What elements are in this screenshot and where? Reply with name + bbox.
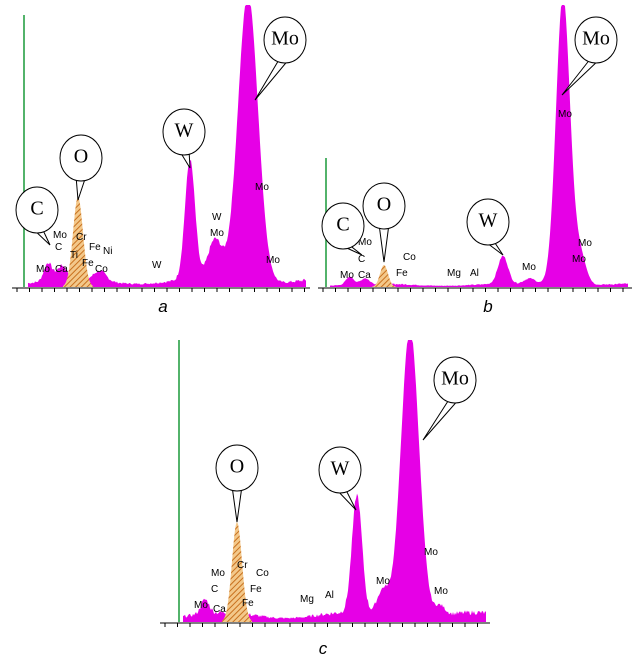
callout-label: W (479, 210, 498, 232)
peak-label: Cr (76, 232, 87, 243)
peak-label: Ti (70, 250, 78, 261)
callout-label: Mo (441, 368, 469, 390)
peak-label: Ni (103, 246, 112, 257)
peak-label: Mo (210, 228, 224, 239)
spectrum (330, 5, 628, 287)
callout-bubble (466, 198, 510, 246)
peak-label: Mo (358, 237, 372, 248)
callout-bubble (15, 186, 59, 234)
spectrum (183, 340, 486, 622)
peak-label: Mo (340, 270, 354, 281)
peak-label: W (212, 212, 222, 223)
peak-label: Mo (572, 254, 586, 265)
peak-label: Mo (194, 600, 208, 611)
callout-bubble (362, 182, 406, 230)
panel-caption: a (158, 297, 167, 316)
oxygen-peak (372, 265, 396, 287)
callout-label: O (377, 194, 391, 216)
peak-label: Mo (266, 255, 280, 266)
callout-bubble (162, 108, 206, 156)
callout-label: O (74, 146, 88, 168)
peak-label: Mo (255, 182, 269, 193)
peak-label: Mg (447, 268, 461, 279)
peak-label: Co (95, 264, 108, 275)
callout-bubble (574, 16, 618, 64)
callout-label: Mo (271, 28, 299, 50)
callout-tail (422, 397, 462, 441)
callout-label: W (331, 458, 350, 480)
peak-label: Al (470, 268, 479, 279)
peak-label: Mo (558, 109, 572, 120)
callout-label: Mo (582, 28, 610, 50)
peak-label: Ca (55, 264, 68, 275)
peak-label: Mo (434, 586, 448, 597)
panel-caption: b (483, 297, 492, 316)
peak-label: Mg (300, 594, 314, 605)
callout-label: W (175, 120, 194, 142)
peak-label: Co (256, 568, 269, 579)
peak-label: Fe (82, 258, 94, 269)
oxygen-peak (222, 522, 252, 622)
peak-label: C (55, 242, 62, 253)
callout-bubble (433, 356, 477, 404)
peak-label: Fe (396, 268, 408, 279)
callout-bubble (215, 444, 259, 492)
callout-label: C (30, 198, 43, 220)
peak-label: Cr (237, 560, 248, 571)
peak-label: Co (403, 252, 416, 263)
spectrum (28, 5, 306, 287)
peak-label: Mo (578, 238, 592, 249)
callout-bubble (321, 202, 365, 250)
peak-label: Fe (250, 584, 262, 595)
panel-caption: c (319, 639, 328, 658)
peak-label: Mo (211, 568, 225, 579)
callout-tail (254, 57, 292, 101)
peak-label: W (152, 260, 162, 271)
peak-label: C (358, 254, 365, 265)
peak-label: Mo (376, 576, 390, 587)
peak-label: Fe (89, 242, 101, 253)
peak-label: Ca (213, 604, 226, 615)
peak-label: Mo (36, 264, 50, 275)
spectrum-panel: Mo Ca C Mo Fe Co Mg Al Mo Mo Mo Mo C O W Mo b (318, 5, 632, 316)
callout-tail (378, 223, 390, 263)
peak-label: Fe (242, 598, 254, 609)
peak-label: Mo (522, 262, 536, 273)
callout-label: C (336, 214, 349, 236)
peak-label: Al (325, 590, 334, 601)
callout-bubble (318, 446, 362, 494)
callout-label: O (230, 456, 244, 478)
peak-label: Mo (424, 547, 438, 558)
peak-label: Mo (53, 230, 67, 241)
peak-label: C (211, 584, 218, 595)
callout-bubble (263, 16, 307, 64)
oxygen-peak (63, 197, 93, 287)
callout-bubble (59, 134, 103, 182)
peak-label: Ca (358, 270, 371, 281)
